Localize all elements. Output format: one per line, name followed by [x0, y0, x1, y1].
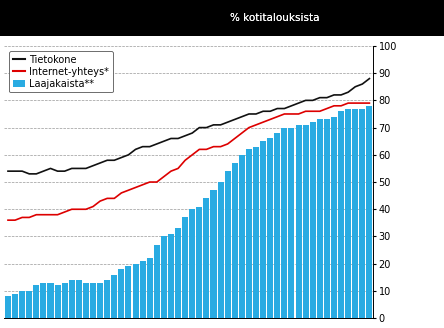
Bar: [90, 283, 96, 318]
Bar: [139, 261, 146, 318]
Bar: [12, 294, 18, 318]
Bar: [5, 297, 11, 318]
Bar: [97, 283, 103, 318]
Bar: [310, 122, 316, 318]
Bar: [19, 291, 25, 318]
Bar: [366, 106, 373, 318]
Bar: [225, 171, 231, 318]
Bar: [62, 283, 67, 318]
Bar: [289, 128, 294, 318]
Bar: [296, 125, 301, 318]
Bar: [40, 283, 47, 318]
Bar: [246, 149, 252, 318]
Bar: [83, 283, 89, 318]
Bar: [76, 280, 82, 318]
Bar: [239, 155, 245, 318]
Bar: [33, 285, 40, 318]
Legend: Tietokone, Internet-yhteys*, Laajakaista**: Tietokone, Internet-yhteys*, Laajakaista…: [9, 51, 112, 92]
Bar: [253, 147, 259, 318]
Bar: [338, 111, 344, 318]
Bar: [317, 119, 323, 318]
Bar: [147, 258, 153, 318]
Bar: [281, 128, 287, 318]
Bar: [126, 266, 131, 318]
Bar: [161, 236, 167, 318]
Bar: [175, 228, 181, 318]
Bar: [111, 275, 117, 318]
Bar: [133, 264, 139, 318]
Bar: [352, 109, 358, 318]
Bar: [69, 280, 75, 318]
Bar: [154, 245, 160, 318]
Text: % kotitalouksista: % kotitalouksista: [230, 13, 320, 23]
Bar: [168, 234, 174, 318]
Bar: [232, 163, 238, 318]
Bar: [196, 207, 202, 318]
Bar: [210, 190, 217, 318]
Bar: [119, 269, 124, 318]
Bar: [55, 285, 60, 318]
Bar: [104, 280, 110, 318]
Bar: [48, 283, 54, 318]
Bar: [182, 217, 188, 318]
Bar: [218, 182, 224, 318]
Bar: [260, 141, 266, 318]
Bar: [203, 198, 210, 318]
Bar: [324, 119, 330, 318]
Bar: [267, 138, 273, 318]
Bar: [359, 109, 365, 318]
Bar: [189, 209, 195, 318]
Bar: [26, 291, 32, 318]
Bar: [303, 125, 309, 318]
Bar: [274, 133, 280, 318]
Bar: [331, 117, 337, 318]
Text: % kotitalouksista: % kotitalouksista: [230, 13, 320, 23]
Bar: [345, 109, 351, 318]
